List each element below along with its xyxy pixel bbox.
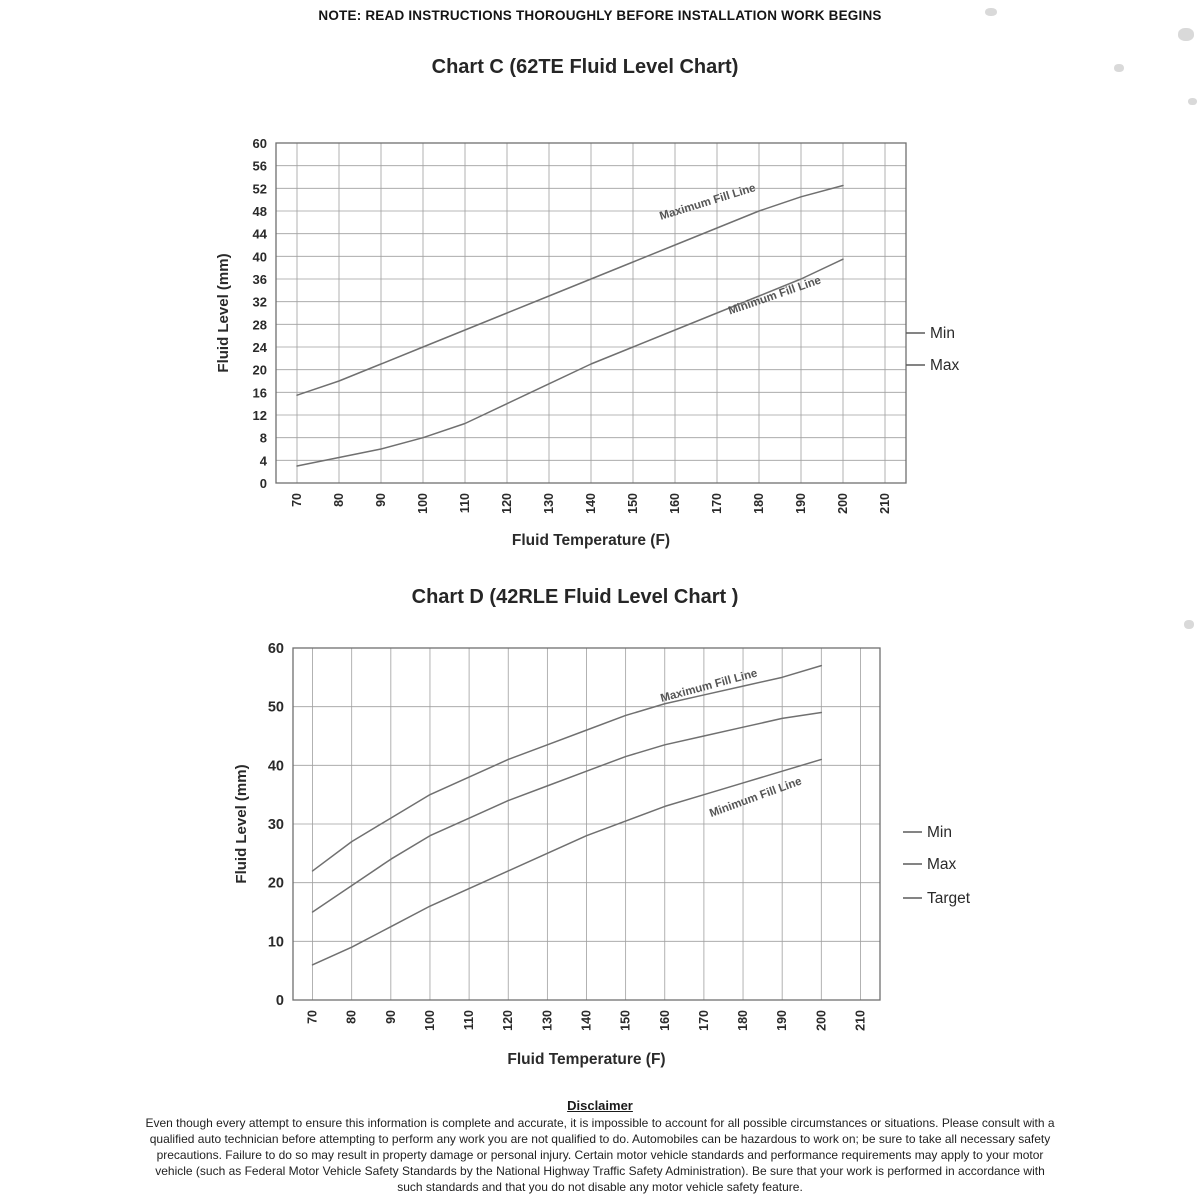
x-tick-label: 170 <box>710 493 724 514</box>
chart-c-title: Chart C (62TE Fluid Level Chart) <box>431 56 739 78</box>
series-min-line <box>296 258 844 467</box>
x-tick-label: 140 <box>584 493 598 514</box>
x-tick-label: 120 <box>501 1010 515 1031</box>
x-tick-label: 140 <box>580 1010 594 1031</box>
x-tick-label: 100 <box>423 1010 437 1031</box>
x-tick-label: 180 <box>752 493 766 514</box>
x-tick-label: 190 <box>794 493 808 514</box>
x-tick-label: 70 <box>290 493 304 507</box>
disclaimer-text: Even though every attempt to ensure this… <box>145 1116 1055 1194</box>
y-tick-label: 40 <box>268 758 284 774</box>
x-tick-label: 120 <box>500 493 514 514</box>
y-tick-label: 40 <box>253 249 267 264</box>
y-tick-label: 30 <box>268 817 284 833</box>
y-axis-title: Fluid Level (mm) <box>215 253 232 372</box>
y-tick-label: 52 <box>253 181 267 196</box>
y-tick-label: 44 <box>253 227 268 242</box>
x-axis-title: Fluid Temperature (F) <box>507 1051 665 1068</box>
y-tick-label: 0 <box>276 993 284 1009</box>
x-tick-label: 180 <box>736 1010 750 1031</box>
scan-artifact <box>1188 98 1197 105</box>
legend-label-target: Target <box>927 890 971 907</box>
y-tick-label: 12 <box>253 408 267 423</box>
series-min-line <box>311 758 823 966</box>
x-tick-label: 170 <box>697 1010 711 1031</box>
x-tick-label: 150 <box>619 1010 633 1031</box>
series-max-line <box>311 664 823 872</box>
y-tick-label: 50 <box>268 700 284 716</box>
line-annotation: Minimum Fill Line <box>727 275 823 318</box>
legend-label-max: Max <box>927 856 957 873</box>
x-tick-label: 110 <box>462 1010 476 1030</box>
scan-artifact <box>1178 28 1194 41</box>
y-tick-label: 28 <box>253 317 267 332</box>
x-tick-label: 150 <box>626 493 640 514</box>
disclaimer-heading: Disclaimer <box>567 1098 633 1113</box>
x-tick-label: 200 <box>814 1010 828 1031</box>
x-axis-title: Fluid Temperature (F) <box>512 532 670 549</box>
chart-c-plot: 70 80 90 100 110 120 130 140 150 160 170 180 190 200 2… <box>215 136 960 549</box>
y-tick-label: 60 <box>268 641 284 657</box>
x-tick-label: 70 <box>306 1010 320 1024</box>
y-tick-label: 32 <box>253 295 267 310</box>
installation-note: NOTE: READ INSTRUCTIONS THOROUGHLY BEFOR… <box>318 8 882 23</box>
x-tick-label: 190 <box>775 1010 789 1031</box>
x-tick-label: 90 <box>384 1010 398 1024</box>
x-tick-label: 210 <box>878 493 892 514</box>
scan-artifact <box>985 8 997 16</box>
x-tick-label: 100 <box>416 493 430 514</box>
chart-d-title: Chart D (42RLE Fluid Level Chart ) <box>411 586 739 608</box>
y-tick-label: 60 <box>253 136 267 151</box>
y-tick-label: 10 <box>268 934 284 950</box>
plot-border <box>275 142 907 484</box>
legend-label-min: Min <box>930 325 955 342</box>
chart-d-plot: 70 80 90 100 110 120 130 140 150 160 170 180 190 200 2… <box>233 641 971 1068</box>
x-tick-label: 80 <box>332 493 346 507</box>
line-annotation: Minimum Fill Line <box>708 775 803 819</box>
y-tick-label: 24 <box>253 340 268 355</box>
y-tick-label: 8 <box>260 431 267 446</box>
x-tick-label: 200 <box>836 493 850 514</box>
y-tick-label: 16 <box>253 385 267 400</box>
y-tick-label: 56 <box>253 159 267 174</box>
y-tick-label: 20 <box>253 363 267 378</box>
y-tick-label: 36 <box>253 272 267 287</box>
y-tick-label: 0 <box>260 476 267 491</box>
series-target-line <box>311 711 823 913</box>
x-tick-label: 80 <box>345 1010 359 1024</box>
plot-border <box>292 647 881 1001</box>
x-tick-label: 130 <box>540 1010 554 1031</box>
x-tick-label: 90 <box>374 493 388 507</box>
y-tick-label: 4 <box>260 453 268 468</box>
x-tick-label: 210 <box>853 1010 867 1031</box>
x-tick-label: 160 <box>658 1010 672 1031</box>
x-tick-label: 130 <box>542 493 556 514</box>
x-tick-label: 160 <box>668 493 682 514</box>
scan-artifact <box>1114 64 1124 72</box>
x-tick-label: 110 <box>458 493 472 513</box>
y-tick-label: 20 <box>268 876 284 892</box>
legend-label-min: Min <box>927 824 952 841</box>
scan-artifact <box>1184 620 1194 629</box>
y-axis-title: Fluid Level (mm) <box>233 764 250 883</box>
y-tick-label: 48 <box>253 204 267 219</box>
legend-label-max: Max <box>930 357 960 374</box>
series-max-line <box>296 184 844 396</box>
